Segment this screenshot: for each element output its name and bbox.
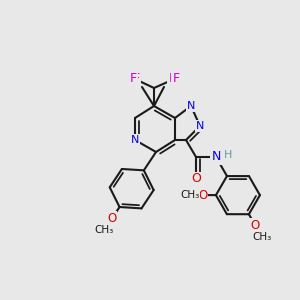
Text: N: N xyxy=(131,135,139,145)
Text: N: N xyxy=(211,151,221,164)
Text: F: F xyxy=(132,71,140,85)
Text: O: O xyxy=(107,212,116,225)
Text: O: O xyxy=(251,219,260,232)
Text: N: N xyxy=(187,101,195,111)
Text: F: F xyxy=(168,71,175,85)
Text: O: O xyxy=(191,172,201,185)
Text: F: F xyxy=(172,71,180,85)
Text: CH₃: CH₃ xyxy=(180,190,200,200)
Text: O: O xyxy=(198,189,208,202)
Text: F: F xyxy=(129,71,137,85)
Text: CH₃: CH₃ xyxy=(252,232,272,242)
Text: CH₃: CH₃ xyxy=(94,225,114,236)
Text: H: H xyxy=(224,150,232,160)
Text: N: N xyxy=(196,121,204,131)
